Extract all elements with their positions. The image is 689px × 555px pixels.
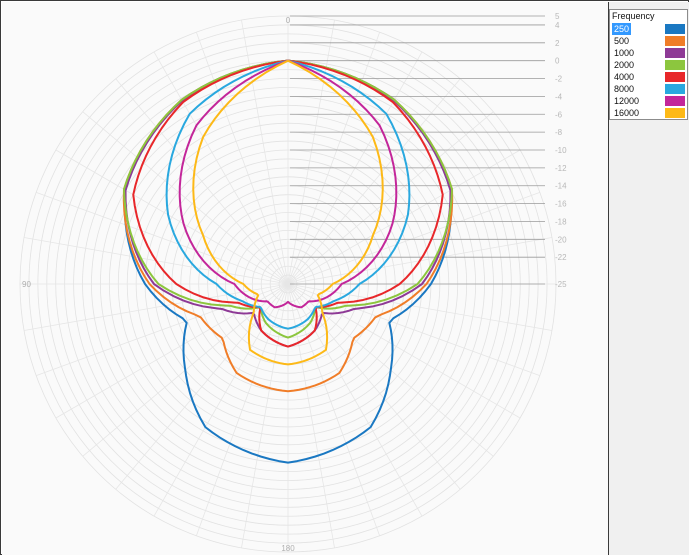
legend-item-1000[interactable]: 1000 — [610, 47, 687, 59]
legend-color-swatch — [665, 72, 685, 82]
grid-spoke — [36, 191, 289, 285]
angle-label: 0 — [286, 16, 291, 25]
grid-spoke — [195, 283, 289, 536]
grid-spoke — [36, 283, 289, 377]
radial-tick-label: -20 — [555, 235, 567, 244]
grid-spoke — [82, 111, 289, 285]
polar-plot-area: 5 4 2 0 -2 -4 -6 -8 -10 -12 -14 -16 -18 -20 -22 -25 0 90 1… — [2, 2, 609, 555]
series-line-12000 — [178, 59, 398, 309]
radial-tick-label: -8 — [555, 128, 563, 137]
grid-spoke — [55, 149, 289, 285]
grid-spoke — [241, 283, 289, 548]
legend-item-16000[interactable]: 16000 — [610, 107, 687, 119]
grid-spoke — [287, 149, 521, 285]
legend-color-swatch — [665, 96, 685, 106]
radial-tick-label: -10 — [555, 146, 567, 155]
radial-tick-label: -14 — [555, 182, 567, 191]
grid-spoke — [287, 283, 552, 331]
legend-label: 500 — [614, 36, 630, 46]
legend-color-swatch — [665, 108, 685, 118]
angle-label: 180 — [281, 544, 295, 553]
grid-spoke — [287, 20, 335, 285]
radial-tick-label: -12 — [555, 164, 567, 173]
grid-spoke — [287, 32, 381, 285]
grid-spoke — [287, 283, 540, 377]
grid-spoke — [153, 51, 289, 285]
legend-color-swatch — [665, 48, 685, 58]
radial-tick-label: 4 — [555, 21, 560, 30]
legend-label: 12000 — [614, 96, 640, 106]
legend-label: 250 — [612, 23, 632, 35]
radial-tick-label: 5 — [555, 12, 560, 21]
grid-spoke — [115, 78, 289, 285]
radial-tick-label: 0 — [555, 57, 560, 66]
series-line-2000 — [122, 59, 454, 339]
grid-spoke — [287, 283, 381, 536]
legend-title: Frequency — [612, 11, 655, 21]
legend-item-4000[interactable]: 4000 — [610, 71, 687, 83]
radial-tick-label: -25 — [555, 280, 567, 289]
radial-tick-label: -6 — [555, 110, 563, 119]
angle-label: 90 — [22, 280, 31, 289]
legend-item-500[interactable]: 500 — [610, 35, 687, 47]
legend-label: 1000 — [614, 48, 635, 58]
radial-tick-label: -18 — [555, 217, 567, 226]
radial-tick-label: -16 — [555, 200, 567, 209]
frequency-legend: Frequency 250 500 1000 2000 4000 8000 12000 160… — [609, 9, 688, 120]
grid-spoke — [287, 111, 494, 285]
legend-color-swatch — [665, 24, 685, 34]
series-line-8000 — [165, 59, 411, 330]
legend-item-250[interactable]: 250 — [610, 23, 687, 35]
legend-label: 8000 — [614, 84, 635, 94]
legend-item-8000[interactable]: 8000 — [610, 83, 687, 95]
grid-spoke — [287, 283, 335, 548]
grid-spoke — [24, 283, 289, 331]
radial-tick-label: -2 — [555, 75, 563, 84]
legend-label: 2000 — [614, 60, 635, 70]
grid-spoke — [287, 78, 461, 285]
polar-chart: 54 2 0 -2 -4 -6 -8 -10 -12 -14 -16 -18 -20 -22 -25 0 90 1… — [19, 12, 567, 553]
grid-spoke — [287, 191, 540, 285]
radial-tick-label: -22 — [555, 253, 567, 262]
legend-item-12000[interactable]: 12000 — [610, 95, 687, 107]
legend-label: 16000 — [614, 108, 640, 118]
legend-color-swatch — [665, 36, 685, 46]
legend-label: 4000 — [614, 72, 635, 82]
radial-tick-label: 2 — [555, 39, 560, 48]
legend-color-swatch — [665, 84, 685, 94]
legend-color-swatch — [665, 60, 685, 70]
series-line-16000 — [192, 59, 384, 366]
grid-spoke — [195, 32, 289, 285]
radial-tick-label: -4 — [555, 92, 563, 101]
series-line-4000 — [132, 59, 444, 348]
legend-entries: 250 500 1000 2000 4000 8000 12000 16000 — [610, 23, 687, 119]
grid-spoke — [241, 20, 289, 285]
legend-item-2000[interactable]: 2000 — [610, 59, 687, 71]
